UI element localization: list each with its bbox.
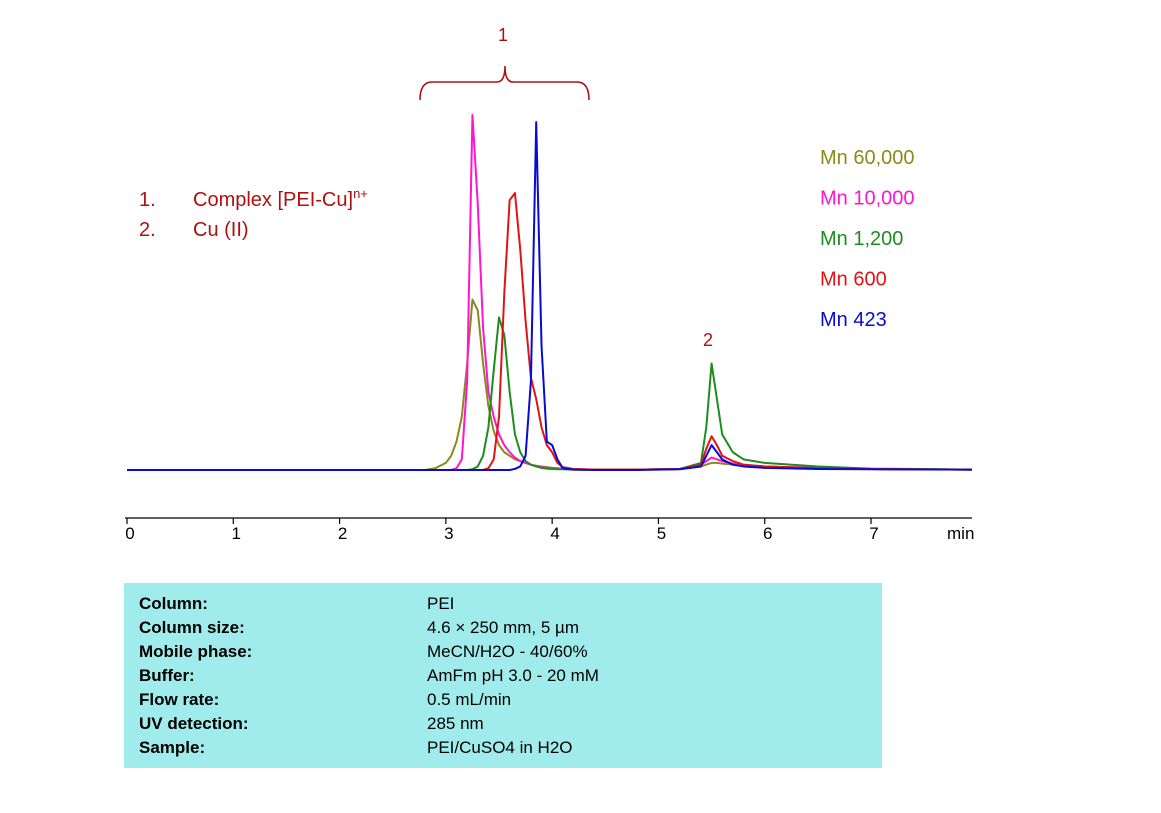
table-value: PEI <box>427 594 455 613</box>
note-number: 1. <box>139 189 156 211</box>
table-key: Column size: <box>139 618 245 637</box>
table-key: Buffer: <box>139 666 195 685</box>
note-main: Complex [PEI-Cu] <box>193 189 353 211</box>
x-tick-label: 0 <box>125 524 134 543</box>
table-value: MeCN/H2O - 40/60% <box>427 642 588 661</box>
peak-bracket <box>419 65 590 101</box>
x-tick-label: 5 <box>657 524 666 543</box>
x-tick-label: 1 <box>232 524 241 543</box>
legend-entry: Mn 1,200 <box>820 228 903 250</box>
note-text: Cu (II) <box>193 219 249 241</box>
x-tick-label: 6 <box>763 524 772 543</box>
peak-label: 2 <box>703 330 713 350</box>
x-tick-label: 7 <box>869 524 878 543</box>
legend-entry: Mn 423 <box>820 309 887 331</box>
conditions-table: Column: PEI Column size: 4.6 × 250 mm, 5 µm… <box>124 583 882 768</box>
note-text: Complex [PEI-Cu]n+ <box>193 186 368 211</box>
note-number: 2. <box>139 219 156 241</box>
legend-entry: Mn 10,000 <box>820 188 915 210</box>
x-tick-label: 3 <box>444 524 453 543</box>
table-value: 0.5 mL/min <box>427 690 512 709</box>
x-tick-label: 2 <box>338 524 347 543</box>
table-key: Column: <box>139 594 208 613</box>
table-value: 4.6 × 250 mm, 5 µm <box>427 618 579 637</box>
table-value: AmFm pH 3.0 - 20 mM <box>427 666 599 685</box>
series-line <box>127 121 973 471</box>
legend-entry: Mn 600 <box>820 269 887 291</box>
chart: 1 2 1. Complex [PEI-Cu]n+ 2. Cu (II) min… <box>125 25 974 543</box>
x-axis-label: min <box>947 524 974 543</box>
table-key: Sample: <box>139 738 206 757</box>
note-sup: n+ <box>353 186 368 201</box>
legend-entry: Mn 60,000 <box>820 147 915 169</box>
table-value: PEI/CuSO4 in H2O <box>427 738 573 757</box>
table-key: Mobile phase: <box>139 642 253 661</box>
x-tick-label: 4 <box>550 524 559 543</box>
table-value: 285 nm <box>427 714 484 733</box>
peak-label: 1 <box>498 25 508 45</box>
table-key: UV detection: <box>139 714 249 733</box>
table-key: Flow rate: <box>139 690 220 709</box>
